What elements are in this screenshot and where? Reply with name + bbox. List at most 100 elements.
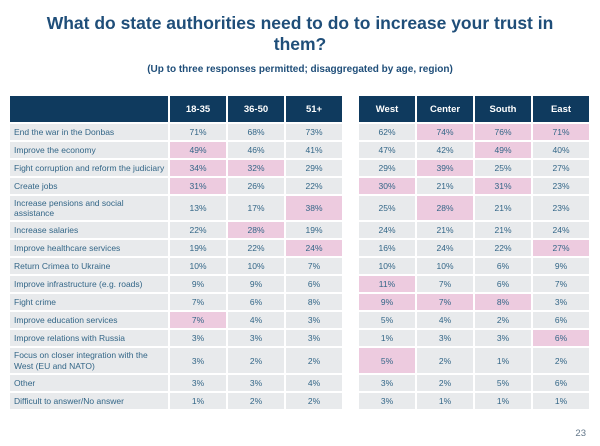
page-number: 23 xyxy=(575,428,586,439)
value-cell: 2% xyxy=(417,374,473,391)
value-cell: 8% xyxy=(286,294,342,311)
value-cell: 26% xyxy=(228,178,284,194)
value-cell: 3% xyxy=(170,374,226,391)
table-row: Create jobs 31% 26% 22% 30% 21% 31% 23% xyxy=(10,178,589,194)
value-cell: 5% xyxy=(359,348,415,373)
table-header-row: 18-35 36-50 51+ West Center South East xyxy=(10,96,589,122)
column-group-gap xyxy=(344,96,357,122)
column-header-18-35: 18-35 xyxy=(170,96,226,122)
value-cell: 10% xyxy=(359,258,415,275)
table-row: Improve the economy 49% 46% 41% 47% 42% 49% 40% xyxy=(10,142,589,158)
value-cell: 41% xyxy=(286,142,342,158)
table-row: Return Crimea to Ukraine 10% 10% 7% 10% 10% 6%… xyxy=(10,258,589,275)
value-cell: 2% xyxy=(228,392,284,409)
column-group-gap xyxy=(344,312,357,328)
slide-title: What do state authorities need to do to … xyxy=(46,13,554,54)
value-cell: 29% xyxy=(286,160,342,176)
value-cell: 17% xyxy=(228,196,284,221)
row-label: Fight crime xyxy=(10,294,168,311)
value-cell: 6% xyxy=(475,258,531,275)
table-row: Other 3% 3% 4% 3% 2% 5% 6% xyxy=(10,374,589,391)
value-cell: 49% xyxy=(475,142,531,158)
value-cell: 7% xyxy=(417,294,473,311)
value-cell: 62% xyxy=(359,124,415,140)
value-cell: 13% xyxy=(170,196,226,221)
value-cell: 47% xyxy=(359,142,415,158)
value-cell: 3% xyxy=(286,330,342,347)
value-cell: 3% xyxy=(417,330,473,347)
row-label: Increase salaries xyxy=(10,222,168,239)
value-cell: 16% xyxy=(359,240,415,257)
row-label: Improve healthcare services xyxy=(10,240,168,257)
table-row: Increase salaries 22% 28% 19% 24% 21% 21% 24% xyxy=(10,222,589,239)
value-cell: 4% xyxy=(417,312,473,329)
value-cell: 5% xyxy=(475,374,531,391)
value-cell: 5% xyxy=(359,312,415,329)
value-cell: 2% xyxy=(286,348,342,373)
value-cell: 39% xyxy=(417,160,473,176)
value-cell: 27% xyxy=(533,240,589,257)
value-cell: 21% xyxy=(475,196,531,221)
value-cell: 1% xyxy=(170,392,226,409)
column-group-gap xyxy=(344,178,357,194)
value-cell: 9% xyxy=(533,258,589,275)
value-cell: 21% xyxy=(417,222,473,239)
column-group-gap xyxy=(344,196,357,220)
row-label: Increase pensions and social assistance xyxy=(10,196,168,221)
value-cell: 68% xyxy=(228,124,284,140)
value-cell: 9% xyxy=(228,276,284,293)
value-cell: 1% xyxy=(359,330,415,347)
row-label: Improve relations with Russia xyxy=(10,330,168,347)
value-cell: 9% xyxy=(170,276,226,293)
value-cell: 2% xyxy=(286,392,342,409)
value-cell: 6% xyxy=(475,276,531,293)
value-cell: 2% xyxy=(417,348,473,373)
row-label: Improve infrastructure (e.g. roads) xyxy=(10,276,168,293)
value-cell: 38% xyxy=(286,196,342,221)
value-cell: 3% xyxy=(286,312,342,329)
value-cell: 1% xyxy=(533,392,589,409)
value-cell: 2% xyxy=(228,348,284,373)
value-cell: 19% xyxy=(286,222,342,239)
value-cell: 22% xyxy=(228,240,284,257)
value-cell: 24% xyxy=(417,240,473,257)
value-cell: 10% xyxy=(170,258,226,275)
column-group-gap xyxy=(344,240,357,256)
value-cell: 10% xyxy=(417,258,473,275)
row-label: Other xyxy=(10,374,168,391)
column-group-gap xyxy=(344,160,357,176)
value-cell: 3% xyxy=(228,330,284,347)
table-row: Focus on closer integration with the Wes… xyxy=(10,348,589,373)
value-cell: 1% xyxy=(475,348,531,373)
value-cell: 21% xyxy=(475,222,531,239)
value-cell: 25% xyxy=(359,196,415,221)
value-cell: 3% xyxy=(359,392,415,409)
column-group-gap xyxy=(344,142,357,158)
value-cell: 2% xyxy=(475,312,531,329)
value-cell: 6% xyxy=(228,294,284,311)
value-cell: 27% xyxy=(533,160,589,176)
slide-subtitle: (Up to three responses permitted; disagg… xyxy=(147,64,453,75)
value-cell: 11% xyxy=(359,276,415,293)
column-group-gap xyxy=(344,276,357,292)
value-cell: 24% xyxy=(359,222,415,239)
value-cell: 23% xyxy=(533,178,589,194)
value-cell: 28% xyxy=(417,196,473,221)
value-cell: 31% xyxy=(475,178,531,194)
value-cell: 71% xyxy=(170,124,226,140)
value-cell: 24% xyxy=(533,222,589,239)
value-cell: 3% xyxy=(170,348,226,373)
column-group-gap xyxy=(344,258,357,274)
value-cell: 22% xyxy=(286,178,342,194)
value-cell: 73% xyxy=(286,124,342,140)
column-group-gap xyxy=(344,222,357,238)
value-cell: 22% xyxy=(475,240,531,257)
value-cell: 6% xyxy=(533,330,589,347)
column-header-36-50: 36-50 xyxy=(228,96,284,122)
table-row: Improve education services 7% 4% 3% 5% 4% 2% 6% xyxy=(10,312,589,329)
value-cell: 32% xyxy=(228,160,284,176)
column-header-south: South xyxy=(475,96,531,122)
table-corner-cell xyxy=(10,96,168,122)
value-cell: 7% xyxy=(286,258,342,275)
